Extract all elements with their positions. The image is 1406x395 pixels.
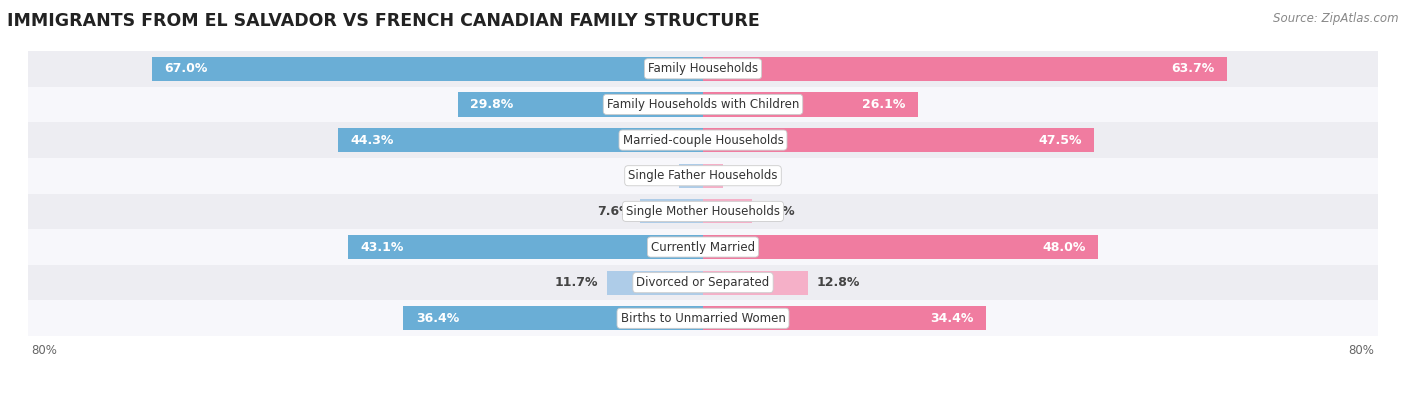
Bar bbox=[703, 306, 986, 331]
Text: 2.9%: 2.9% bbox=[637, 169, 671, 182]
Bar bbox=[679, 164, 703, 188]
Text: 48.0%: 48.0% bbox=[1042, 241, 1085, 254]
Bar bbox=[703, 271, 808, 295]
Bar bbox=[703, 92, 918, 117]
Bar bbox=[28, 194, 1378, 229]
Bar bbox=[28, 301, 1378, 336]
Bar bbox=[28, 265, 1378, 301]
Bar bbox=[28, 51, 1378, 87]
Text: 67.0%: 67.0% bbox=[165, 62, 207, 75]
Bar bbox=[703, 56, 1227, 81]
Text: 36.4%: 36.4% bbox=[416, 312, 458, 325]
Legend: Immigrants from El Salvador, French Canadian: Immigrants from El Salvador, French Cana… bbox=[524, 392, 882, 395]
Bar bbox=[28, 158, 1378, 194]
Text: Single Mother Households: Single Mother Households bbox=[626, 205, 780, 218]
Text: 7.6%: 7.6% bbox=[598, 205, 633, 218]
Text: 2.4%: 2.4% bbox=[731, 169, 766, 182]
Bar bbox=[458, 92, 703, 117]
Bar bbox=[28, 122, 1378, 158]
Text: 11.7%: 11.7% bbox=[555, 276, 599, 289]
Bar bbox=[607, 271, 703, 295]
Text: Family Households: Family Households bbox=[648, 62, 758, 75]
Text: 34.4%: 34.4% bbox=[931, 312, 974, 325]
Text: Family Households with Children: Family Households with Children bbox=[607, 98, 799, 111]
Bar bbox=[28, 87, 1378, 122]
Bar bbox=[703, 128, 1094, 152]
Text: IMMIGRANTS FROM EL SALVADOR VS FRENCH CANADIAN FAMILY STRUCTURE: IMMIGRANTS FROM EL SALVADOR VS FRENCH CA… bbox=[7, 12, 759, 30]
Bar bbox=[349, 235, 703, 259]
Text: 47.5%: 47.5% bbox=[1038, 134, 1081, 147]
Text: Source: ZipAtlas.com: Source: ZipAtlas.com bbox=[1274, 12, 1399, 25]
Text: 29.8%: 29.8% bbox=[470, 98, 513, 111]
Text: 44.3%: 44.3% bbox=[350, 134, 394, 147]
Text: Single Father Households: Single Father Households bbox=[628, 169, 778, 182]
Text: 12.8%: 12.8% bbox=[817, 276, 860, 289]
Text: Divorced or Separated: Divorced or Separated bbox=[637, 276, 769, 289]
Text: Married-couple Households: Married-couple Households bbox=[623, 134, 783, 147]
Bar bbox=[152, 56, 703, 81]
Bar bbox=[28, 229, 1378, 265]
Text: 26.1%: 26.1% bbox=[862, 98, 905, 111]
Bar bbox=[404, 306, 703, 331]
Bar bbox=[703, 199, 752, 224]
Text: 43.1%: 43.1% bbox=[360, 241, 404, 254]
Bar bbox=[703, 235, 1098, 259]
Bar bbox=[703, 164, 723, 188]
Bar bbox=[641, 199, 703, 224]
Text: 63.7%: 63.7% bbox=[1171, 62, 1215, 75]
Text: 6.0%: 6.0% bbox=[761, 205, 796, 218]
Bar bbox=[339, 128, 703, 152]
Text: Currently Married: Currently Married bbox=[651, 241, 755, 254]
Text: Births to Unmarried Women: Births to Unmarried Women bbox=[620, 312, 786, 325]
